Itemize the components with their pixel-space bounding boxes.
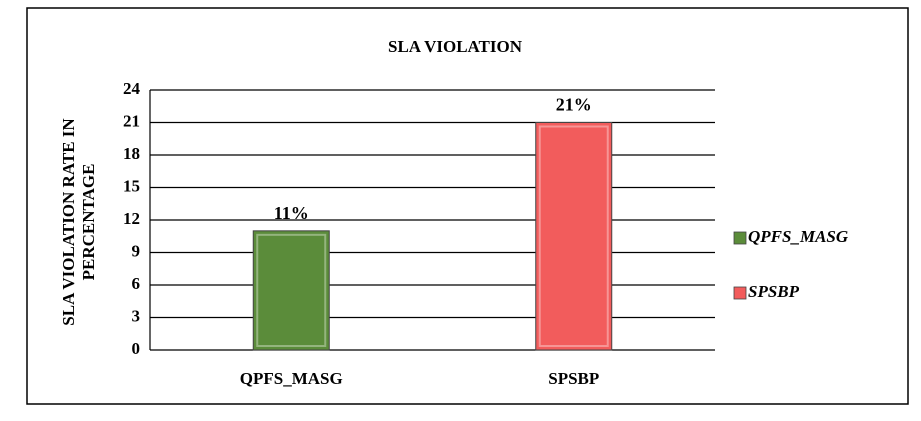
y-tick-label: 6 <box>132 274 141 293</box>
x-tick-label: QPFS_MASG <box>240 369 343 388</box>
value-label: 21% <box>556 95 592 115</box>
chart-title: SLA VIOLATION <box>388 37 523 56</box>
y-tick-label: 3 <box>132 306 141 325</box>
legend-swatch <box>733 286 747 300</box>
y-tick-label: 18 <box>123 144 140 163</box>
y-tick-label: 12 <box>123 209 140 228</box>
y-axis-label: PERCENTAGE <box>79 164 98 281</box>
y-axis-label: SLA VIOLATION RATE IN <box>59 118 78 326</box>
y-tick-label: 24 <box>123 79 141 98</box>
bar-bevel <box>256 233 327 347</box>
bar-bevel <box>538 125 609 347</box>
y-tick-label: 21 <box>123 111 140 130</box>
legend-label: QPFS_MASG <box>748 227 849 246</box>
x-tick-label: SPSBP <box>548 369 599 388</box>
legend-label: SPSBP <box>748 282 800 301</box>
bar <box>535 122 613 351</box>
bar <box>252 230 330 351</box>
y-tick-label: 9 <box>132 241 141 260</box>
y-tick-label: 0 <box>132 339 141 358</box>
legend-swatch <box>733 231 747 245</box>
value-label: 11% <box>274 203 309 223</box>
chart-frame <box>26 7 909 405</box>
y-tick-label: 15 <box>123 176 140 195</box>
